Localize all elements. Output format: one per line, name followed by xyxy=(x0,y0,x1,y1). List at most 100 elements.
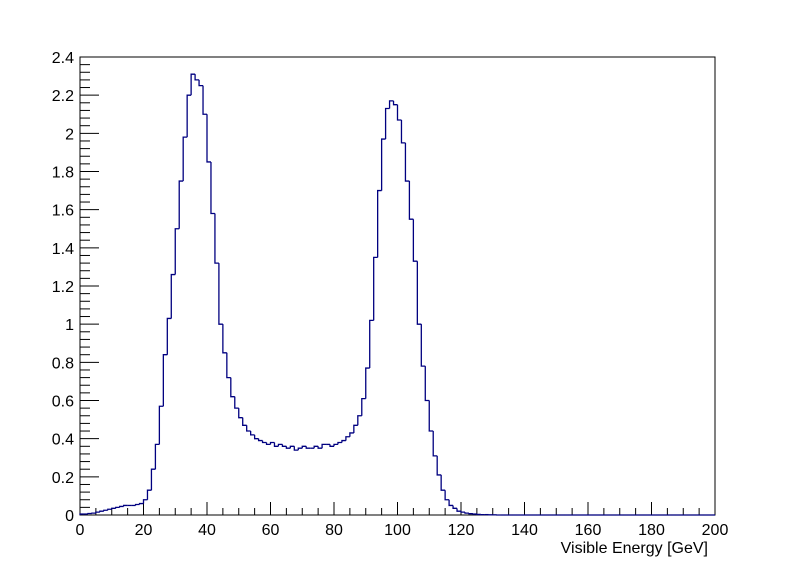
x-tick-label: 100 xyxy=(384,522,411,539)
x-tick-label: 60 xyxy=(262,522,280,539)
histogram-bin xyxy=(261,440,267,444)
histogram-bin xyxy=(444,490,450,501)
histogram-bin xyxy=(313,445,319,449)
y-tick-label: 0.6 xyxy=(52,394,74,411)
histogram-bin xyxy=(142,499,148,504)
histogram-bin xyxy=(111,507,116,510)
histogram-bin xyxy=(321,443,327,449)
histogram-bin xyxy=(95,511,100,514)
histogram-bin xyxy=(198,79,204,87)
histogram-bin xyxy=(234,396,239,409)
histogram-bin xyxy=(293,446,299,451)
histogram-bin xyxy=(79,513,84,515)
histogram-bin xyxy=(277,443,283,447)
y-tick-label: 0.4 xyxy=(52,432,74,449)
histogram-bin xyxy=(373,256,378,321)
histogram-bin xyxy=(333,443,338,447)
histogram-bin xyxy=(349,432,354,437)
histogram-bin xyxy=(468,513,473,515)
y-tick-label: 1.2 xyxy=(52,279,74,296)
histogram-bin xyxy=(146,489,152,500)
histogram-bin xyxy=(210,161,215,215)
histogram-bin xyxy=(162,354,168,407)
histogram-bin xyxy=(190,73,196,96)
histogram-bin xyxy=(170,273,176,319)
histogram-bin xyxy=(432,431,438,457)
y-tick-label: 1.6 xyxy=(52,203,74,220)
histogram-bin xyxy=(206,114,211,163)
histogram-bin xyxy=(377,189,382,258)
histogram-bin xyxy=(341,439,346,443)
y-tick-label: 1.8 xyxy=(52,165,74,182)
histogram-bin xyxy=(194,74,200,81)
x-tick-label: 180 xyxy=(638,522,665,539)
histogram-bin xyxy=(416,261,422,325)
y-tick-label: 1.4 xyxy=(52,241,74,258)
histogram-bin xyxy=(392,100,398,106)
histogram-bin xyxy=(257,438,263,442)
histogram-bin xyxy=(289,445,295,449)
histogram-bin xyxy=(134,503,140,506)
y-tick-label: 0.8 xyxy=(52,355,74,372)
histogram-bin xyxy=(448,499,454,507)
histogram-bin xyxy=(384,107,390,140)
x-axis-title: Visible Energy [GeV] xyxy=(561,540,708,557)
histogram-bin xyxy=(396,104,402,121)
histogram-bin xyxy=(452,505,458,509)
histogram-bin xyxy=(357,415,362,426)
histogram-bin xyxy=(464,512,469,514)
histogram-bin xyxy=(138,502,144,505)
histogram-bin xyxy=(158,405,164,445)
histogram-bin xyxy=(186,94,192,138)
histogram-bin xyxy=(400,119,406,144)
histogram-bin xyxy=(440,474,446,491)
x-tick-label: 80 xyxy=(325,522,343,539)
histogram-bin xyxy=(253,434,259,440)
histogram-bin xyxy=(174,228,180,275)
histogram-bin xyxy=(436,455,442,476)
histogram-bin xyxy=(123,504,128,507)
histogram-bin xyxy=(317,446,323,449)
histogram-bin xyxy=(388,100,394,109)
histogram-bin xyxy=(301,445,307,449)
histogram-bin xyxy=(107,508,112,511)
histogram-bin xyxy=(305,446,311,449)
histogram-bin xyxy=(424,366,430,402)
histogram-bin xyxy=(269,441,275,445)
histogram-bin xyxy=(238,408,243,419)
histogram-bin xyxy=(345,436,350,441)
y-tick-label: 1 xyxy=(65,317,74,334)
histogram-bin xyxy=(115,506,120,509)
histogram-bin xyxy=(99,510,104,513)
histogram-bin xyxy=(369,319,374,369)
histogram-bin xyxy=(214,213,219,264)
histogram-bin xyxy=(230,377,235,398)
histogram-bin xyxy=(202,85,207,115)
histogram-bin xyxy=(412,219,418,262)
y-tick-label: 0 xyxy=(65,508,74,525)
histogram-bin xyxy=(285,446,291,449)
histogram-bin xyxy=(428,400,434,432)
histogram-bin xyxy=(119,505,124,508)
histogram-bin xyxy=(420,324,426,367)
histogram-bin xyxy=(265,442,271,446)
histogram-bin xyxy=(154,443,160,470)
histogram-bin xyxy=(281,444,287,447)
x-tick-label: 200 xyxy=(702,522,729,539)
histogram-bin xyxy=(87,512,92,515)
histogram-bin xyxy=(361,397,366,416)
histogram-bin xyxy=(404,142,410,182)
histogram-bin xyxy=(297,447,303,451)
histogram-bin xyxy=(337,441,342,445)
x-tick-label: 120 xyxy=(448,522,475,539)
x-tick-label: 140 xyxy=(511,522,538,539)
x-tick-label: 40 xyxy=(198,522,216,539)
histogram-bin xyxy=(178,180,184,229)
histogram-bin xyxy=(353,424,358,433)
histogram-bin xyxy=(242,417,247,426)
y-tick-label: 2 xyxy=(65,126,74,143)
histogram-bin xyxy=(408,181,414,220)
x-tick-label: 20 xyxy=(135,522,153,539)
